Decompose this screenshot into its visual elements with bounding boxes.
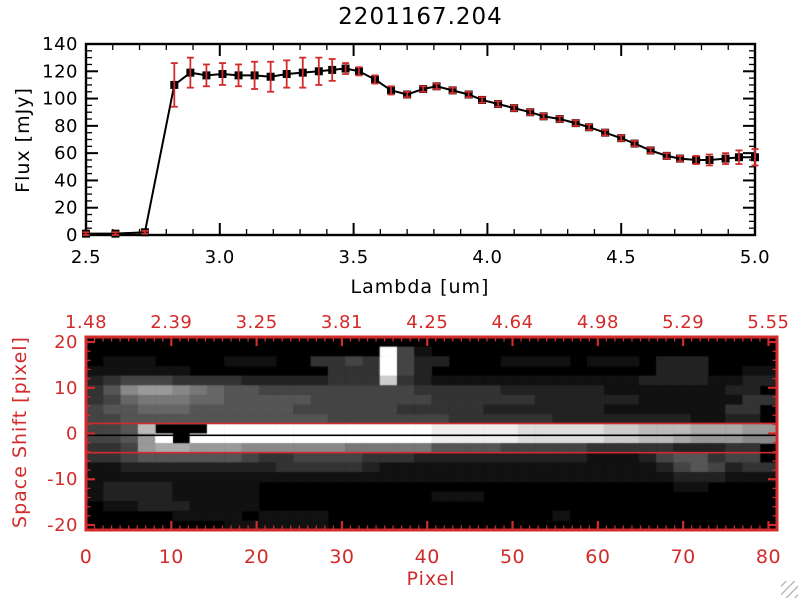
svg-text:10: 10 <box>159 546 184 568</box>
spectral-image-canvas <box>86 337 777 530</box>
window-resize-grip[interactable] <box>781 581 798 598</box>
svg-text:4.64: 4.64 <box>492 312 534 333</box>
svg-text:40: 40 <box>54 170 78 191</box>
pixel-axis-label: Pixel <box>406 568 456 590</box>
plot-title: 2201167.204 <box>338 4 503 30</box>
svg-text:20: 20 <box>54 198 78 219</box>
svg-text:80: 80 <box>54 116 78 137</box>
svg-text:4.0: 4.0 <box>472 247 502 268</box>
svg-text:50: 50 <box>500 546 525 568</box>
spectrum-data-points <box>82 64 759 238</box>
svg-text:5.29: 5.29 <box>662 312 704 333</box>
svg-text:5.55: 5.55 <box>747 312 789 333</box>
svg-text:80: 80 <box>756 546 781 568</box>
svg-text:3.0: 3.0 <box>205 247 235 268</box>
svg-text:60: 60 <box>585 546 610 568</box>
svg-text:140: 140 <box>42 34 78 55</box>
svg-text:10: 10 <box>54 378 78 399</box>
svg-text:3.25: 3.25 <box>236 312 278 333</box>
lambda-axis-label: Lambda [um] <box>350 276 490 298</box>
svg-text:2.5: 2.5 <box>71 247 101 268</box>
svg-text:20: 20 <box>54 332 78 353</box>
spectrum-line <box>86 67 755 235</box>
svg-text:5.0: 5.0 <box>740 247 770 268</box>
svg-text:-20: -20 <box>47 515 78 536</box>
svg-text:4.5: 4.5 <box>606 247 636 268</box>
svg-text:4.25: 4.25 <box>406 312 448 333</box>
spectral-image-axes: 1.48 2.39 3.25 3.81 4.25 4.64 4.98 5.29 5.55 0 10 2… <box>47 312 789 568</box>
svg-text:3.5: 3.5 <box>339 247 369 268</box>
svg-text:30: 30 <box>329 546 354 568</box>
spectrum-plot: 2.5 3.0 3.5 4.0 4.5 5.0 0 20 40 60 80 100 120 140 <box>42 34 770 268</box>
svg-text:120: 120 <box>42 61 78 82</box>
svg-text:0: 0 <box>66 424 78 445</box>
svg-text:60: 60 <box>54 143 78 164</box>
svg-text:3.81: 3.81 <box>321 312 363 333</box>
svg-text:2.39: 2.39 <box>150 312 192 333</box>
svg-text:-10: -10 <box>47 469 78 490</box>
svg-text:4.98: 4.98 <box>577 312 619 333</box>
svg-text:40: 40 <box>415 546 440 568</box>
svg-text:100: 100 <box>42 89 78 110</box>
error-bars <box>82 56 759 236</box>
svg-text:1.48: 1.48 <box>65 312 107 333</box>
svg-text:20: 20 <box>244 546 269 568</box>
svg-text:0: 0 <box>66 225 78 246</box>
svg-text:0: 0 <box>80 546 93 568</box>
svg-text:70: 70 <box>671 546 696 568</box>
